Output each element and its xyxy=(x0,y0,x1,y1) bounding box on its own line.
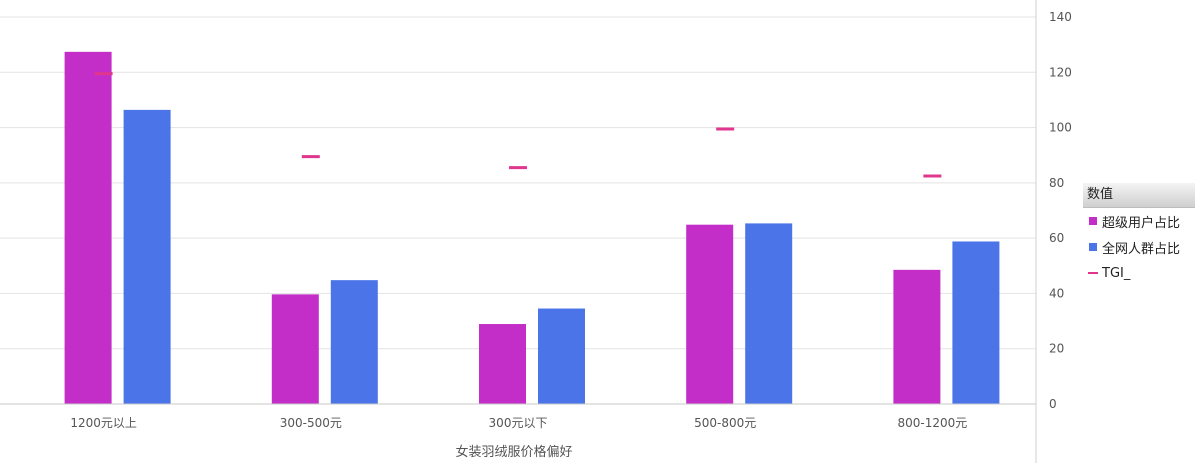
right-tick-label: 120 xyxy=(1049,65,1072,79)
legend: 数值 超级用户占比 全网人群占比 TGI_ xyxy=(1083,183,1195,286)
right-tick-label: 20 xyxy=(1049,342,1064,356)
bar-super-users[interactable] xyxy=(271,294,319,404)
category-label: 500-800元 xyxy=(694,416,756,430)
tgi-markers xyxy=(94,72,942,178)
bar-all-users[interactable] xyxy=(538,308,585,404)
legend-swatch-super-users xyxy=(1089,217,1097,225)
right-axis-ticks: 0 20 40 60 80 100 120 140 xyxy=(1049,10,1072,411)
category-label: 800-1200元 xyxy=(898,416,968,430)
right-tick-label: 140 xyxy=(1049,10,1072,24)
legend-item-all-users[interactable]: 全网人群占比 xyxy=(1083,234,1195,260)
right-tick-label: 60 xyxy=(1049,231,1064,245)
legend-swatch-all-users xyxy=(1089,243,1097,251)
gridlines xyxy=(0,16,1036,350)
legend-label-tgi: TGI_ xyxy=(1102,265,1131,281)
x-axis-title: 女装羽绒服价格偏好 xyxy=(455,444,572,460)
right-tick-label: 0 xyxy=(1049,397,1057,411)
bar-super-users[interactable] xyxy=(686,224,734,404)
bar-all-users[interactable] xyxy=(952,241,1000,404)
right-tick-label: 40 xyxy=(1049,286,1064,300)
bar-all-users[interactable] xyxy=(330,280,378,404)
category-label: 300元以下 xyxy=(489,416,548,430)
legend-label-super-users: 超级用户占比 xyxy=(1102,215,1181,231)
legend-item-tgi[interactable]: TGI_ xyxy=(1083,260,1195,286)
legend-swatch-tgi xyxy=(1088,272,1098,274)
legend-title: 数值 xyxy=(1083,183,1195,208)
right-tick-label: 100 xyxy=(1049,121,1072,135)
legend-label-all-users: 全网人群占比 xyxy=(1102,241,1181,257)
bar-all-users[interactable] xyxy=(123,109,171,404)
right-tick-label: 80 xyxy=(1049,176,1064,190)
legend-item-super-users[interactable]: 超级用户占比 xyxy=(1083,208,1195,234)
category-label: 300-500元 xyxy=(280,416,342,430)
bar-super-users[interactable] xyxy=(64,51,112,405)
category-labels: 1200元以上 300-500元 300元以下 500-800元 800-1200元 xyxy=(70,416,967,430)
category-label: 1200元以上 xyxy=(70,416,137,430)
bars xyxy=(64,51,1000,405)
bar-super-users[interactable] xyxy=(893,269,941,404)
bar-super-users[interactable] xyxy=(479,324,526,404)
bar-all-users[interactable] xyxy=(745,223,793,404)
